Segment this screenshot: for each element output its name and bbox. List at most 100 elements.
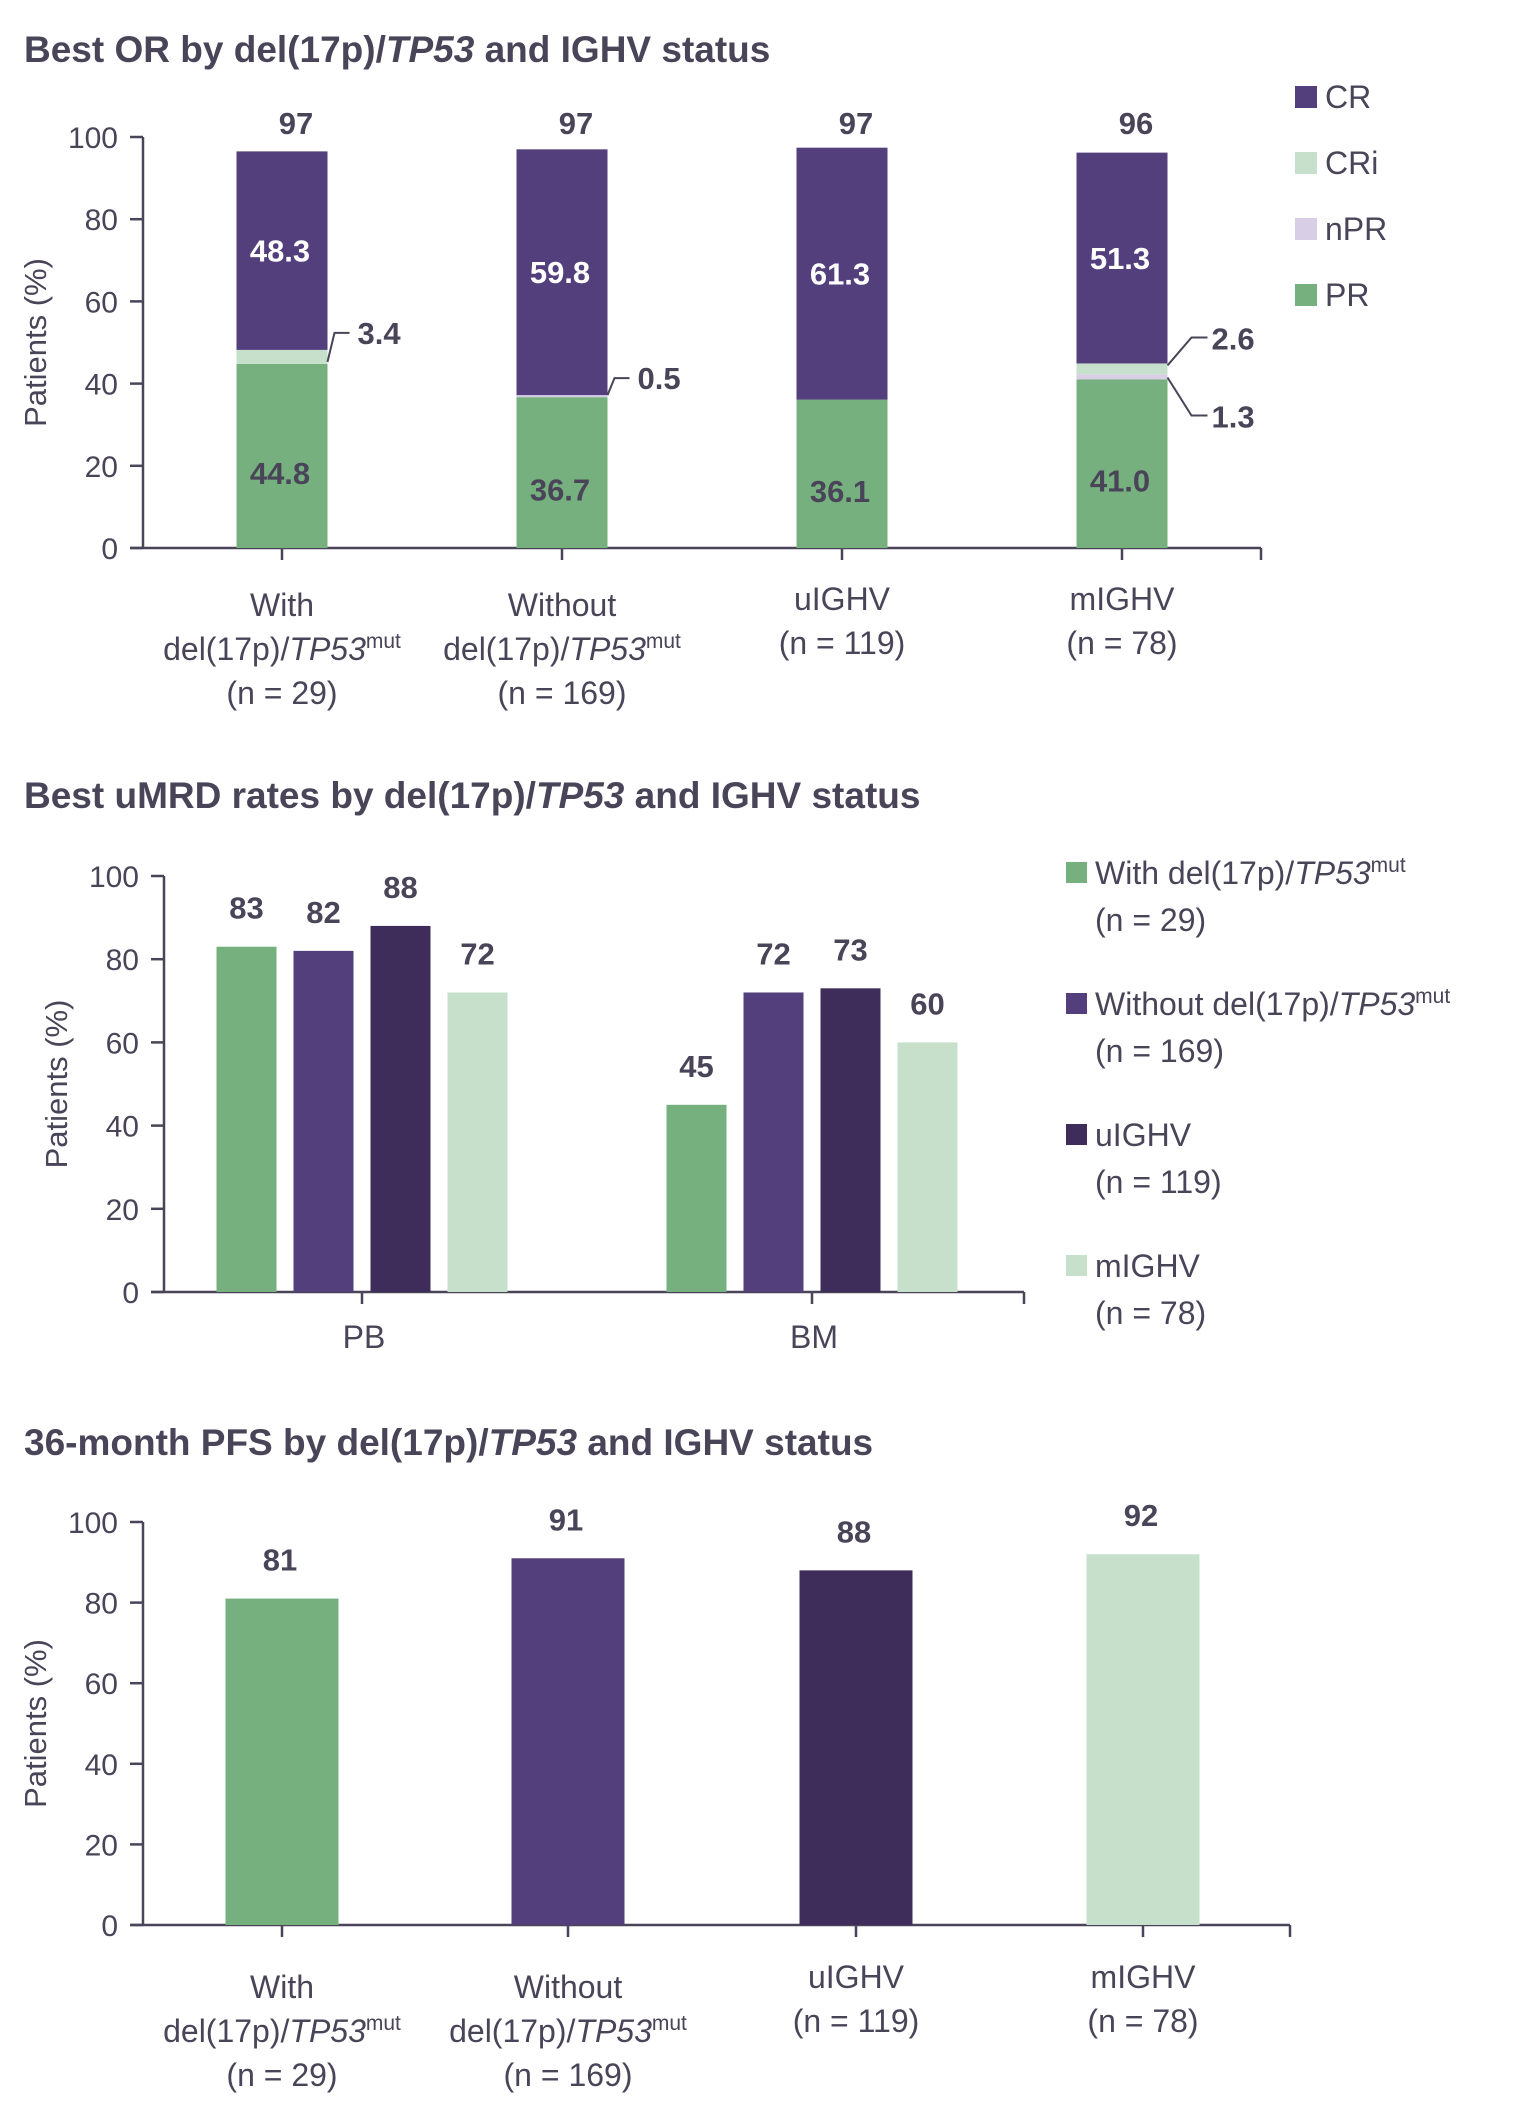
legend-swatch <box>1066 1255 1087 1276</box>
bar-segment-pr <box>1076 379 1168 548</box>
y-tick-label: 0 <box>101 533 118 566</box>
x-category-label: (n = 119) <box>779 625 906 661</box>
bar-segment-npr <box>516 395 608 398</box>
bar <box>1086 1554 1200 1925</box>
leader-line <box>606 377 630 396</box>
x-category-label: mIGHV <box>1070 581 1176 617</box>
x-category-label: (n = 78) <box>1087 2003 1198 2039</box>
legend-label-cri: CRi <box>1325 145 1378 181</box>
x-category-label: (n = 119) <box>793 2003 920 2039</box>
y-tick-label: 60 <box>106 1027 139 1060</box>
bar-total-label: 97 <box>559 106 593 141</box>
chart-pfs: 0 20 40 60 80 100 Patients (%) 81 91 88 92 With del(… <box>18 1498 1292 2093</box>
data-label: 72 <box>460 936 494 971</box>
bar-segment-cr <box>236 151 328 350</box>
bar <box>225 1598 339 1925</box>
data-label-cr: 61.3 <box>810 257 870 292</box>
data-label: 60 <box>910 986 944 1021</box>
bar-segment-pr <box>236 363 328 548</box>
chart-umrd-title: Best uMRD rates by del(17p)/TP53 and IGH… <box>24 775 920 816</box>
x-category-label: del(17p)/TP53mut <box>163 2012 401 2049</box>
x-category-label: (n = 29) <box>226 675 337 711</box>
x-category-label: Without <box>508 587 617 623</box>
y-tick-label: 100 <box>68 122 118 155</box>
chart-pfs-title: 36-month PFS by del(17p)/TP53 and IGHV s… <box>24 1422 873 1463</box>
data-label-cr: 59.8 <box>530 255 590 290</box>
data-label-cri: 3.4 <box>358 316 402 351</box>
y-tick-label: 20 <box>85 1829 118 1862</box>
y-tick-label: 100 <box>89 861 139 894</box>
bar-segment-npr <box>1076 374 1168 380</box>
y-axis-label: Patients (%) <box>18 1639 53 1808</box>
legend-swatch <box>1066 1124 1087 1145</box>
y-tick-label: 80 <box>85 1588 118 1621</box>
chart-best-or: 0 20 40 60 80 100 Patients (%) 44.8 48.3 3.4 97 36.… <box>18 79 1387 711</box>
leader-line <box>326 331 350 363</box>
legend-label: mIGHV <box>1095 1248 1201 1284</box>
bar-segment-cr <box>516 149 608 396</box>
leader-line <box>1166 336 1208 367</box>
bar-segment-pr <box>516 397 608 548</box>
data-label-pr: 36.1 <box>810 474 870 509</box>
data-label-pr: 36.7 <box>530 473 590 508</box>
bar <box>897 1042 958 1292</box>
y-tick-label: 0 <box>122 1277 139 1310</box>
bar <box>447 992 508 1292</box>
y-tick-label: 20 <box>85 451 118 484</box>
bar-segment-cr <box>1076 152 1168 364</box>
x-category-label: mIGHV <box>1091 1959 1197 1995</box>
data-label: 91 <box>549 1502 583 1537</box>
y-tick-label: 40 <box>85 369 118 402</box>
y-tick-label: 80 <box>106 944 139 977</box>
x-category-label: uIGHV <box>808 1959 905 1995</box>
y-tick-label: 60 <box>85 1668 118 1701</box>
legend-swatch-cri <box>1295 152 1317 174</box>
legend-swatch-cr <box>1295 86 1317 108</box>
x-category-label: BM <box>790 1319 838 1355</box>
y-axis-label: Patients (%) <box>39 1000 74 1169</box>
x-category-label: del(17p)/TP53mut <box>163 630 401 667</box>
x-category-label: (n = 29) <box>226 2057 337 2093</box>
y-tick-label: 80 <box>85 204 118 237</box>
y-tick-label: 20 <box>106 1194 139 1227</box>
bar <box>799 1570 913 1925</box>
y-tick-label: 60 <box>85 286 118 319</box>
legend-label-pr: PR <box>1325 277 1369 313</box>
bar <box>293 950 354 1292</box>
data-label: 82 <box>306 895 340 930</box>
x-category-label: Without <box>514 1969 623 2005</box>
legend-sublabel: (n = 78) <box>1095 1295 1206 1331</box>
chart-umrd: 0 20 40 60 80 100 Patients (%) PB 83 82 88 72 BM 45 72… <box>39 854 1450 1355</box>
x-category-label: (n = 169) <box>498 675 627 711</box>
legend-label-cr: CR <box>1325 79 1371 115</box>
y-tick-label: 0 <box>101 1910 118 1943</box>
data-label-cri: 2.6 <box>1212 321 1255 356</box>
x-category-label: (n = 169) <box>504 2057 633 2093</box>
legend-label-npr: nPR <box>1325 211 1387 247</box>
x-category-label: del(17p)/TP53mut <box>449 2012 687 2049</box>
legend-swatch <box>1066 862 1087 883</box>
data-label: 88 <box>383 870 417 905</box>
y-tick-label: 40 <box>85 1749 118 1782</box>
bar <box>666 1104 727 1292</box>
bar-segment-cr <box>796 147 888 400</box>
bar-segment-cri <box>1076 363 1168 375</box>
data-label-npr: 0.5 <box>638 361 681 396</box>
bar-total-label: 97 <box>839 106 873 141</box>
legend-swatch <box>1066 993 1087 1014</box>
bar-total-label: 97 <box>279 106 313 141</box>
bar <box>820 988 881 1292</box>
data-label-npr: 1.3 <box>1212 399 1255 434</box>
x-category-label: del(17p)/TP53mut <box>443 630 681 667</box>
leader-line <box>1166 376 1208 417</box>
x-category-label: With <box>250 1969 314 2005</box>
bar <box>370 925 431 1292</box>
data-label: 45 <box>679 1049 713 1084</box>
legend-label: With del(17p)/TP53mut <box>1095 854 1406 891</box>
data-label-cr: 51.3 <box>1090 241 1150 276</box>
bar-total-label: 96 <box>1119 106 1153 141</box>
data-label: 81 <box>263 1543 297 1578</box>
legend-sublabel: (n = 119) <box>1095 1164 1222 1200</box>
legend-sublabel: (n = 29) <box>1095 902 1206 938</box>
